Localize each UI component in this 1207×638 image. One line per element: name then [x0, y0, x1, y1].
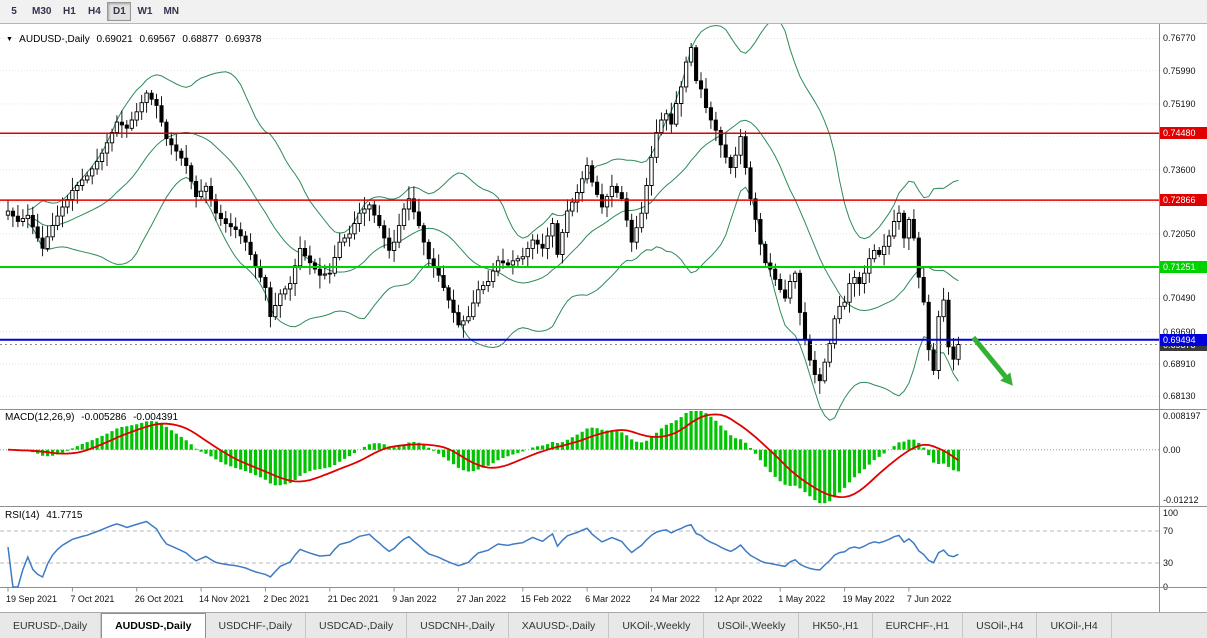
date-tick-label: 6 Mar 2022 — [585, 594, 631, 604]
chart-tab-audusd-daily[interactable]: AUDUSD-,Daily — [101, 613, 206, 638]
macd-histogram — [16, 411, 961, 504]
chart-tab-eurusd-daily[interactable]: EURUSD-,Daily — [0, 613, 102, 638]
macd-name: MACD(12,26,9) — [5, 412, 75, 423]
chart-tab-xauusd-daily[interactable]: XAUUSD-,Daily — [508, 613, 610, 638]
macd-tick-label: 0.00 — [1163, 444, 1181, 455]
rsi-tick-label: 70 — [1163, 526, 1174, 536]
price-tick-label: 0.73600 — [1163, 164, 1196, 175]
price-tick-label: 0.72050 — [1163, 228, 1196, 239]
chart-tab-usoil-h4[interactable]: USOil-,H4 — [963, 613, 1038, 638]
date-tick-label: 7 Oct 2021 — [70, 594, 115, 604]
date-tick-label: 19 Sep 2021 — [6, 594, 58, 604]
macd-indicator-label: MACD(12,26,9) -0.005286 -0.004391 — [5, 412, 182, 423]
price-tick-label: 0.75990 — [1163, 65, 1196, 76]
horizontal-lines — [0, 132, 1159, 341]
chart-tab-usoil-weekly[interactable]: USOil-,Weekly — [704, 613, 800, 638]
hline-price-label[interactable]: 0.69494 — [1160, 333, 1207, 346]
date-tick-label: 12 Apr 2022 — [713, 594, 763, 604]
rsi-indicator-label: RSI(14) 41.7715 — [5, 510, 86, 521]
price-tick-label: 0.76770 — [1163, 33, 1196, 44]
chart-tab-usdcnh-daily[interactable]: USDCNH-,Daily — [407, 613, 509, 638]
date-tick-label: 2 Dec 2021 — [263, 594, 310, 604]
panel-separators — [0, 409, 1159, 588]
chart-canvas[interactable] — [0, 24, 1159, 612]
price-axis: 0.76770 0.75990 0.75190 0.73600 0.72050 0.704… — [1159, 24, 1207, 612]
chart-tab-usdchf-daily[interactable]: USDCHF-,Daily — [205, 613, 307, 638]
rsi-tick-label: 100 — [1163, 508, 1179, 518]
macd-tick-label: 0.008197 — [1163, 411, 1201, 421]
rsi-line — [7, 520, 959, 588]
chart-tab-bar: EURUSD-,Daily AUDUSD-,Daily USDCHF-,Daily U… — [0, 612, 1207, 638]
timeframe-button-m30[interactable]: M30 — [32, 6, 52, 17]
date-tick-label: 19 May 2022 — [842, 594, 895, 604]
timeframe-button-h1[interactable]: H1 — [63, 6, 76, 17]
date-tick-label: 15 Feb 2022 — [520, 594, 572, 604]
price-tick-label: 0.75190 — [1163, 98, 1196, 109]
timeframe-button-w1[interactable]: W1 — [137, 6, 153, 17]
chart-region: ▼ AUDUSD-,Daily 0.69021 0.69567 0.68877 … — [0, 24, 1207, 612]
date-tick-label: 24 Mar 2022 — [649, 594, 701, 604]
timeframe-toolbar: 5 M30 H1 H4 D1 W1 MN — [0, 0, 1207, 24]
macd-value: -0.005286 — [81, 412, 127, 423]
date-ticks — [7, 587, 910, 592]
macd-signal-line — [7, 413, 959, 499]
timeframe-button-h4[interactable]: H4 — [88, 6, 101, 17]
hline-price-label[interactable]: 0.71251 — [1160, 260, 1207, 273]
candlesticks — [5, 42, 961, 394]
chart-tab-ukoil-h4[interactable]: UKOil-,H4 — [1037, 613, 1112, 638]
ohlc-high: 0.69567 — [139, 34, 176, 45]
price-tick-label: 0.69690 — [1163, 326, 1196, 337]
price-tick-label: 0.68910 — [1163, 358, 1196, 369]
chart-tab-hk50-h1[interactable]: HK50-,H1 — [799, 613, 873, 638]
macd-tick-label: -0.01212 — [1163, 495, 1199, 506]
timeframe-button-5[interactable]: 5 — [11, 6, 17, 17]
chart-tab-eurchf-h1[interactable]: EURCHF-,H1 — [872, 613, 964, 638]
bollinger-bands — [27, 24, 959, 421]
ohlc-close: 0.69378 — [225, 34, 262, 45]
timeframe-button-d1[interactable]: D1 — [107, 2, 132, 21]
date-tick-label: 1 May 2022 — [778, 594, 826, 604]
chart-plot-area[interactable]: ▼ AUDUSD-,Daily 0.69021 0.69567 0.68877 … — [0, 24, 1159, 612]
macd-signal-value: -0.004391 — [133, 412, 179, 423]
axis-separator — [1160, 506, 1207, 507]
date-tick-label: 21 Dec 2021 — [327, 594, 379, 604]
timeframe-button-mn[interactable]: MN — [163, 6, 180, 17]
date-tick-label: 9 Jan 2022 — [392, 594, 437, 604]
rsi-tick-label: 30 — [1163, 558, 1174, 568]
ohlc-open: 0.69021 — [96, 34, 133, 45]
trend-arrow[interactable] — [971, 335, 1013, 386]
date-tick-label: 27 Jan 2022 — [456, 594, 506, 604]
ohlc-low: 0.68877 — [182, 34, 219, 45]
price-tick-label: 0.68130 — [1163, 391, 1196, 402]
chart-tab-ukoil-weekly[interactable]: UKOil-,Weekly — [609, 613, 705, 638]
symbol-marker-icon: ▼ — [6, 36, 13, 43]
rsi-value: 41.7715 — [46, 510, 83, 521]
date-tick-label: 7 Jun 2022 — [906, 594, 952, 604]
price-gridlines — [0, 38, 1159, 397]
date-tick-label: 26 Oct 2021 — [134, 594, 184, 604]
price-tick-label: 0.70490 — [1163, 293, 1196, 304]
hline-price-label[interactable]: 0.74480 — [1160, 127, 1207, 140]
axis-separator — [1160, 409, 1207, 410]
symbol-name: AUDUSD-,Daily — [19, 34, 90, 45]
axis-separator — [1160, 587, 1207, 588]
hline-price-label[interactable]: 0.72866 — [1160, 194, 1207, 207]
date-tick-label: 14 Nov 2021 — [199, 594, 251, 604]
chart-symbol-ohlc-label: ▼ AUDUSD-,Daily 0.69021 0.69567 0.68877 … — [6, 34, 265, 45]
chart-tab-usdcad-daily[interactable]: USDCAD-,Daily — [306, 613, 408, 638]
rsi-name: RSI(14) — [5, 510, 40, 521]
